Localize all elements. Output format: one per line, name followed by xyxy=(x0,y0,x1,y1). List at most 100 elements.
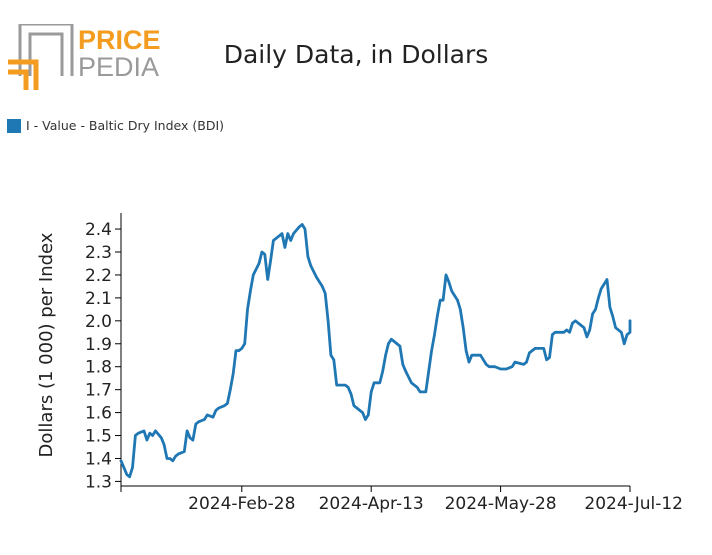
data-point xyxy=(198,421,200,423)
data-point xyxy=(275,237,277,239)
logo-word-price: PRICE xyxy=(78,25,161,55)
data-point xyxy=(551,334,554,336)
data-point xyxy=(298,226,300,228)
data-point xyxy=(212,416,214,418)
data-point xyxy=(488,366,490,368)
data-point xyxy=(612,315,614,317)
data-point xyxy=(514,361,516,363)
logo-graphic: PRICE PEDIA xyxy=(8,22,161,90)
y-tick-label: 1.3 xyxy=(85,472,112,492)
data-point xyxy=(152,434,154,437)
data-point xyxy=(304,228,306,230)
logo-mark-gray-inner xyxy=(28,32,64,76)
data-point xyxy=(566,329,568,331)
data-point xyxy=(523,363,525,365)
data-point xyxy=(189,437,191,439)
data-point xyxy=(258,262,260,265)
logo-mark-orange-2 xyxy=(8,69,29,90)
data-point xyxy=(333,359,335,361)
data-point xyxy=(500,368,502,370)
data-point xyxy=(554,331,556,333)
data-point xyxy=(149,432,151,434)
legend-label: I - Value - Baltic Dry Index (BDI) xyxy=(26,118,225,133)
data-point xyxy=(442,299,444,301)
data-point xyxy=(281,233,283,235)
data-point xyxy=(364,418,366,421)
data-point xyxy=(244,343,246,345)
data-point xyxy=(433,334,436,336)
data-point xyxy=(548,356,551,359)
data-point xyxy=(399,345,401,347)
data-point xyxy=(272,239,274,242)
data-point xyxy=(267,278,269,281)
data-point xyxy=(379,382,381,384)
data-point xyxy=(252,274,254,276)
data-point xyxy=(172,460,174,462)
y-axis-label: Dollars (1 000) per Index xyxy=(36,232,57,457)
data-point xyxy=(330,354,332,356)
data-point xyxy=(146,439,148,441)
data-point xyxy=(589,329,591,331)
data-point xyxy=(160,437,162,439)
data-point xyxy=(134,434,136,437)
data-point xyxy=(367,414,369,416)
data-point xyxy=(350,393,352,395)
data-point xyxy=(448,281,450,283)
data-point xyxy=(218,407,220,409)
x-tick-label: 2024-Apr-13 xyxy=(319,494,424,514)
data-point xyxy=(410,382,412,384)
y-tick-label: 2.3 xyxy=(85,243,112,263)
data-point xyxy=(468,361,470,363)
data-point xyxy=(315,276,318,278)
data-point xyxy=(169,457,171,460)
logo-mark-orange xyxy=(8,59,39,90)
logo-mark-gray xyxy=(18,22,74,76)
data-point xyxy=(336,384,338,386)
data-point xyxy=(120,460,122,462)
data-point xyxy=(321,285,323,287)
data-point xyxy=(592,313,594,315)
data-point xyxy=(462,327,464,329)
data-point xyxy=(511,366,513,368)
data-point xyxy=(629,320,631,322)
data-point xyxy=(123,467,125,469)
data-point xyxy=(192,439,194,441)
data-point xyxy=(574,320,577,322)
data-point xyxy=(583,327,585,329)
data-point xyxy=(546,359,548,361)
data-point xyxy=(292,233,295,235)
data-point xyxy=(393,340,395,343)
data-point xyxy=(451,290,453,292)
data-point xyxy=(356,407,358,409)
series-layer xyxy=(119,223,632,479)
data-point xyxy=(215,409,217,411)
data-point xyxy=(525,361,528,363)
y-tick-label: 2.0 xyxy=(85,312,112,332)
data-point xyxy=(387,343,389,345)
pricepedia-logo: PRICE PEDIA xyxy=(8,22,168,94)
data-point xyxy=(425,391,427,393)
data-point xyxy=(370,391,372,393)
y-tick-label: 1.9 xyxy=(85,335,112,355)
data-point xyxy=(603,283,605,285)
data-point xyxy=(543,347,545,349)
data-point xyxy=(629,331,631,333)
y-tick-label: 1.7 xyxy=(85,381,112,401)
data-point xyxy=(390,338,392,340)
data-point xyxy=(223,405,226,407)
series-line xyxy=(119,223,632,479)
data-point xyxy=(571,322,574,324)
legend[interactable]: I - Value - Baltic Dry Index (BDI) xyxy=(7,118,224,133)
data-point xyxy=(353,405,355,407)
data-point xyxy=(479,354,482,356)
data-point xyxy=(563,331,565,333)
data-point xyxy=(528,352,531,354)
data-point xyxy=(301,223,303,226)
data-point xyxy=(405,370,407,372)
data-point xyxy=(226,402,228,404)
x-tick-label: 2024-Feb-28 xyxy=(188,494,295,514)
data-point xyxy=(385,354,387,356)
data-point xyxy=(287,233,289,235)
y-tick-label: 1.8 xyxy=(85,358,112,378)
